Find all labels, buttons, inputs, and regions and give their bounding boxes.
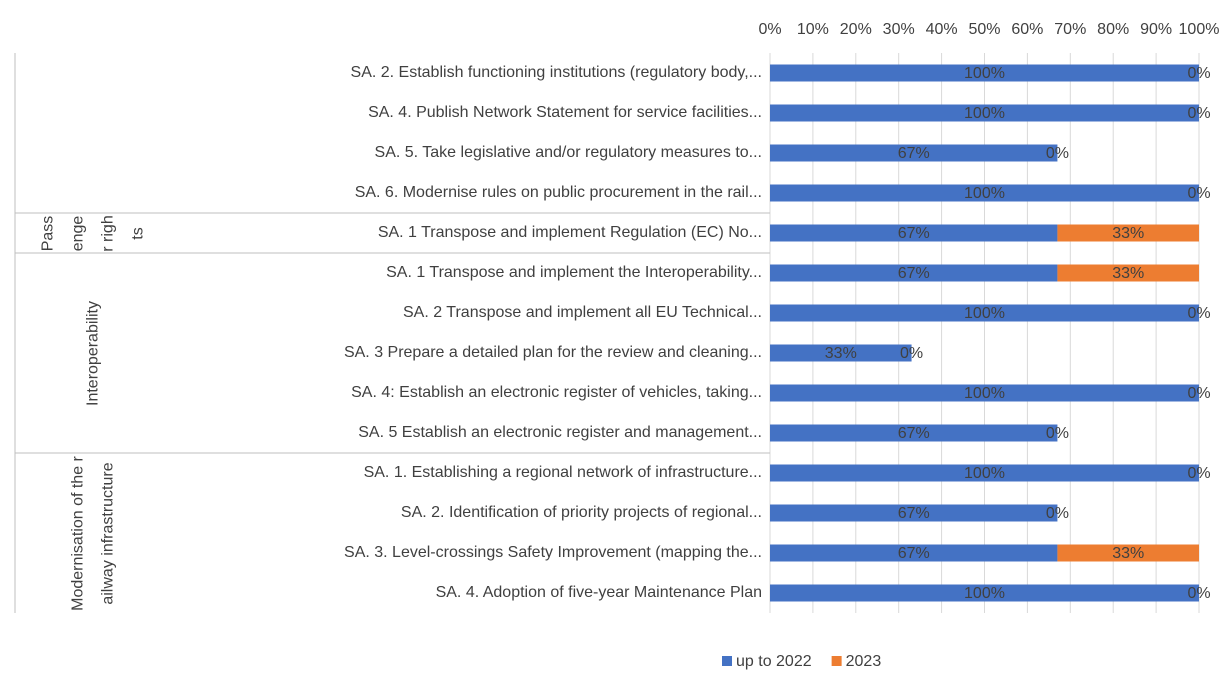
bar-segment	[770, 464, 1199, 482]
bar-segment	[1057, 544, 1199, 562]
data-label: 0%	[1187, 385, 1210, 402]
data-label: 0%	[1046, 145, 1069, 162]
x-tick-label: 40%	[926, 21, 958, 38]
data-label: 67%	[898, 225, 930, 242]
data-label: 33%	[1112, 265, 1144, 282]
data-label: 33%	[825, 345, 857, 362]
data-label: 0%	[1187, 465, 1210, 482]
data-label: 0%	[1187, 65, 1210, 82]
bar-segment	[770, 584, 1199, 602]
x-tick-label: 50%	[968, 21, 1000, 38]
data-label: 33%	[1112, 545, 1144, 562]
data-label: 0%	[900, 345, 923, 362]
bar-segment	[770, 344, 912, 362]
bar-segment	[1057, 224, 1199, 242]
legend-label: up to 2022	[736, 653, 812, 670]
data-label: 100%	[964, 465, 1005, 482]
data-label: 0%	[1046, 505, 1069, 522]
x-tick-label: 100%	[1179, 21, 1220, 38]
data-label: 67%	[898, 425, 930, 442]
bar-segment	[770, 264, 1058, 282]
bar-segment	[770, 304, 1199, 322]
category-label: SA. 4. Publish Network Statement for ser…	[368, 104, 762, 121]
x-tick-label: 80%	[1097, 21, 1129, 38]
category-label: SA. 4. Adoption of five-year Maintenance…	[436, 584, 762, 601]
bar-segment	[770, 104, 1199, 122]
data-label: 0%	[1187, 585, 1210, 602]
category-label: SA. 1. Establishing a regional network o…	[364, 464, 762, 481]
category-label: SA. 2. Establish functioning institution…	[351, 64, 762, 81]
bar-segment	[770, 144, 1058, 162]
group-label: Passenger rights	[38, 214, 146, 252]
category-label: SA. 5. Take legislative and/or regulator…	[375, 144, 762, 161]
bar-segment	[770, 224, 1058, 242]
group-label: Interoperability	[83, 300, 101, 406]
data-label: 100%	[964, 385, 1005, 402]
data-label: 0%	[1187, 105, 1210, 122]
legend-label: 2023	[846, 653, 882, 670]
data-label: 67%	[898, 145, 930, 162]
data-label: 100%	[964, 185, 1005, 202]
data-label: 33%	[1112, 225, 1144, 242]
x-tick-label: 30%	[883, 21, 915, 38]
group-label: Modernisation of the railway infrastruct…	[68, 455, 116, 611]
category-label: SA. 2 Transpose and implement all EU Tec…	[403, 304, 762, 321]
data-label: 0%	[1187, 185, 1210, 202]
legend-swatch	[722, 656, 732, 666]
category-label: SA. 6. Modernise rules on public procure…	[355, 184, 762, 201]
legend-swatch	[831, 656, 842, 666]
data-label: 100%	[964, 105, 1005, 122]
category-label: SA. 1 Transpose and implement Regulation…	[378, 224, 762, 241]
category-label: SA. 4: Establish an electronic register …	[351, 384, 762, 401]
category-label: SA. 3 Prepare a detailed plan for the re…	[344, 344, 762, 361]
category-label: SA. 1 Transpose and implement the Intero…	[386, 264, 762, 281]
data-label: 67%	[898, 505, 930, 522]
bar-segment	[770, 184, 1199, 202]
x-tick-label: 70%	[1054, 21, 1086, 38]
bar-segment	[1057, 264, 1199, 282]
x-tick-label: 20%	[840, 21, 872, 38]
data-label: 67%	[898, 545, 930, 562]
data-label: 100%	[964, 65, 1005, 82]
data-label: 67%	[898, 265, 930, 282]
x-tick-label: 10%	[797, 21, 829, 38]
x-tick-label: 0%	[758, 21, 781, 38]
bar-segment	[770, 424, 1058, 442]
bar-segment	[770, 384, 1199, 402]
category-label: SA. 5 Establish an electronic register a…	[358, 424, 762, 441]
data-label: 100%	[964, 585, 1005, 602]
x-tick-label: 90%	[1140, 21, 1172, 38]
category-label: SA. 2. Identification of priority projec…	[401, 504, 762, 521]
bar-segment	[770, 544, 1058, 562]
data-label: 100%	[964, 305, 1005, 322]
data-label: 0%	[1046, 425, 1069, 442]
x-tick-label: 60%	[1011, 21, 1043, 38]
bar-segment	[770, 64, 1199, 82]
data-label: 0%	[1187, 305, 1210, 322]
category-label: SA. 3. Level-crossings Safety Improvemen…	[344, 544, 762, 561]
bar-segment	[770, 504, 1058, 522]
